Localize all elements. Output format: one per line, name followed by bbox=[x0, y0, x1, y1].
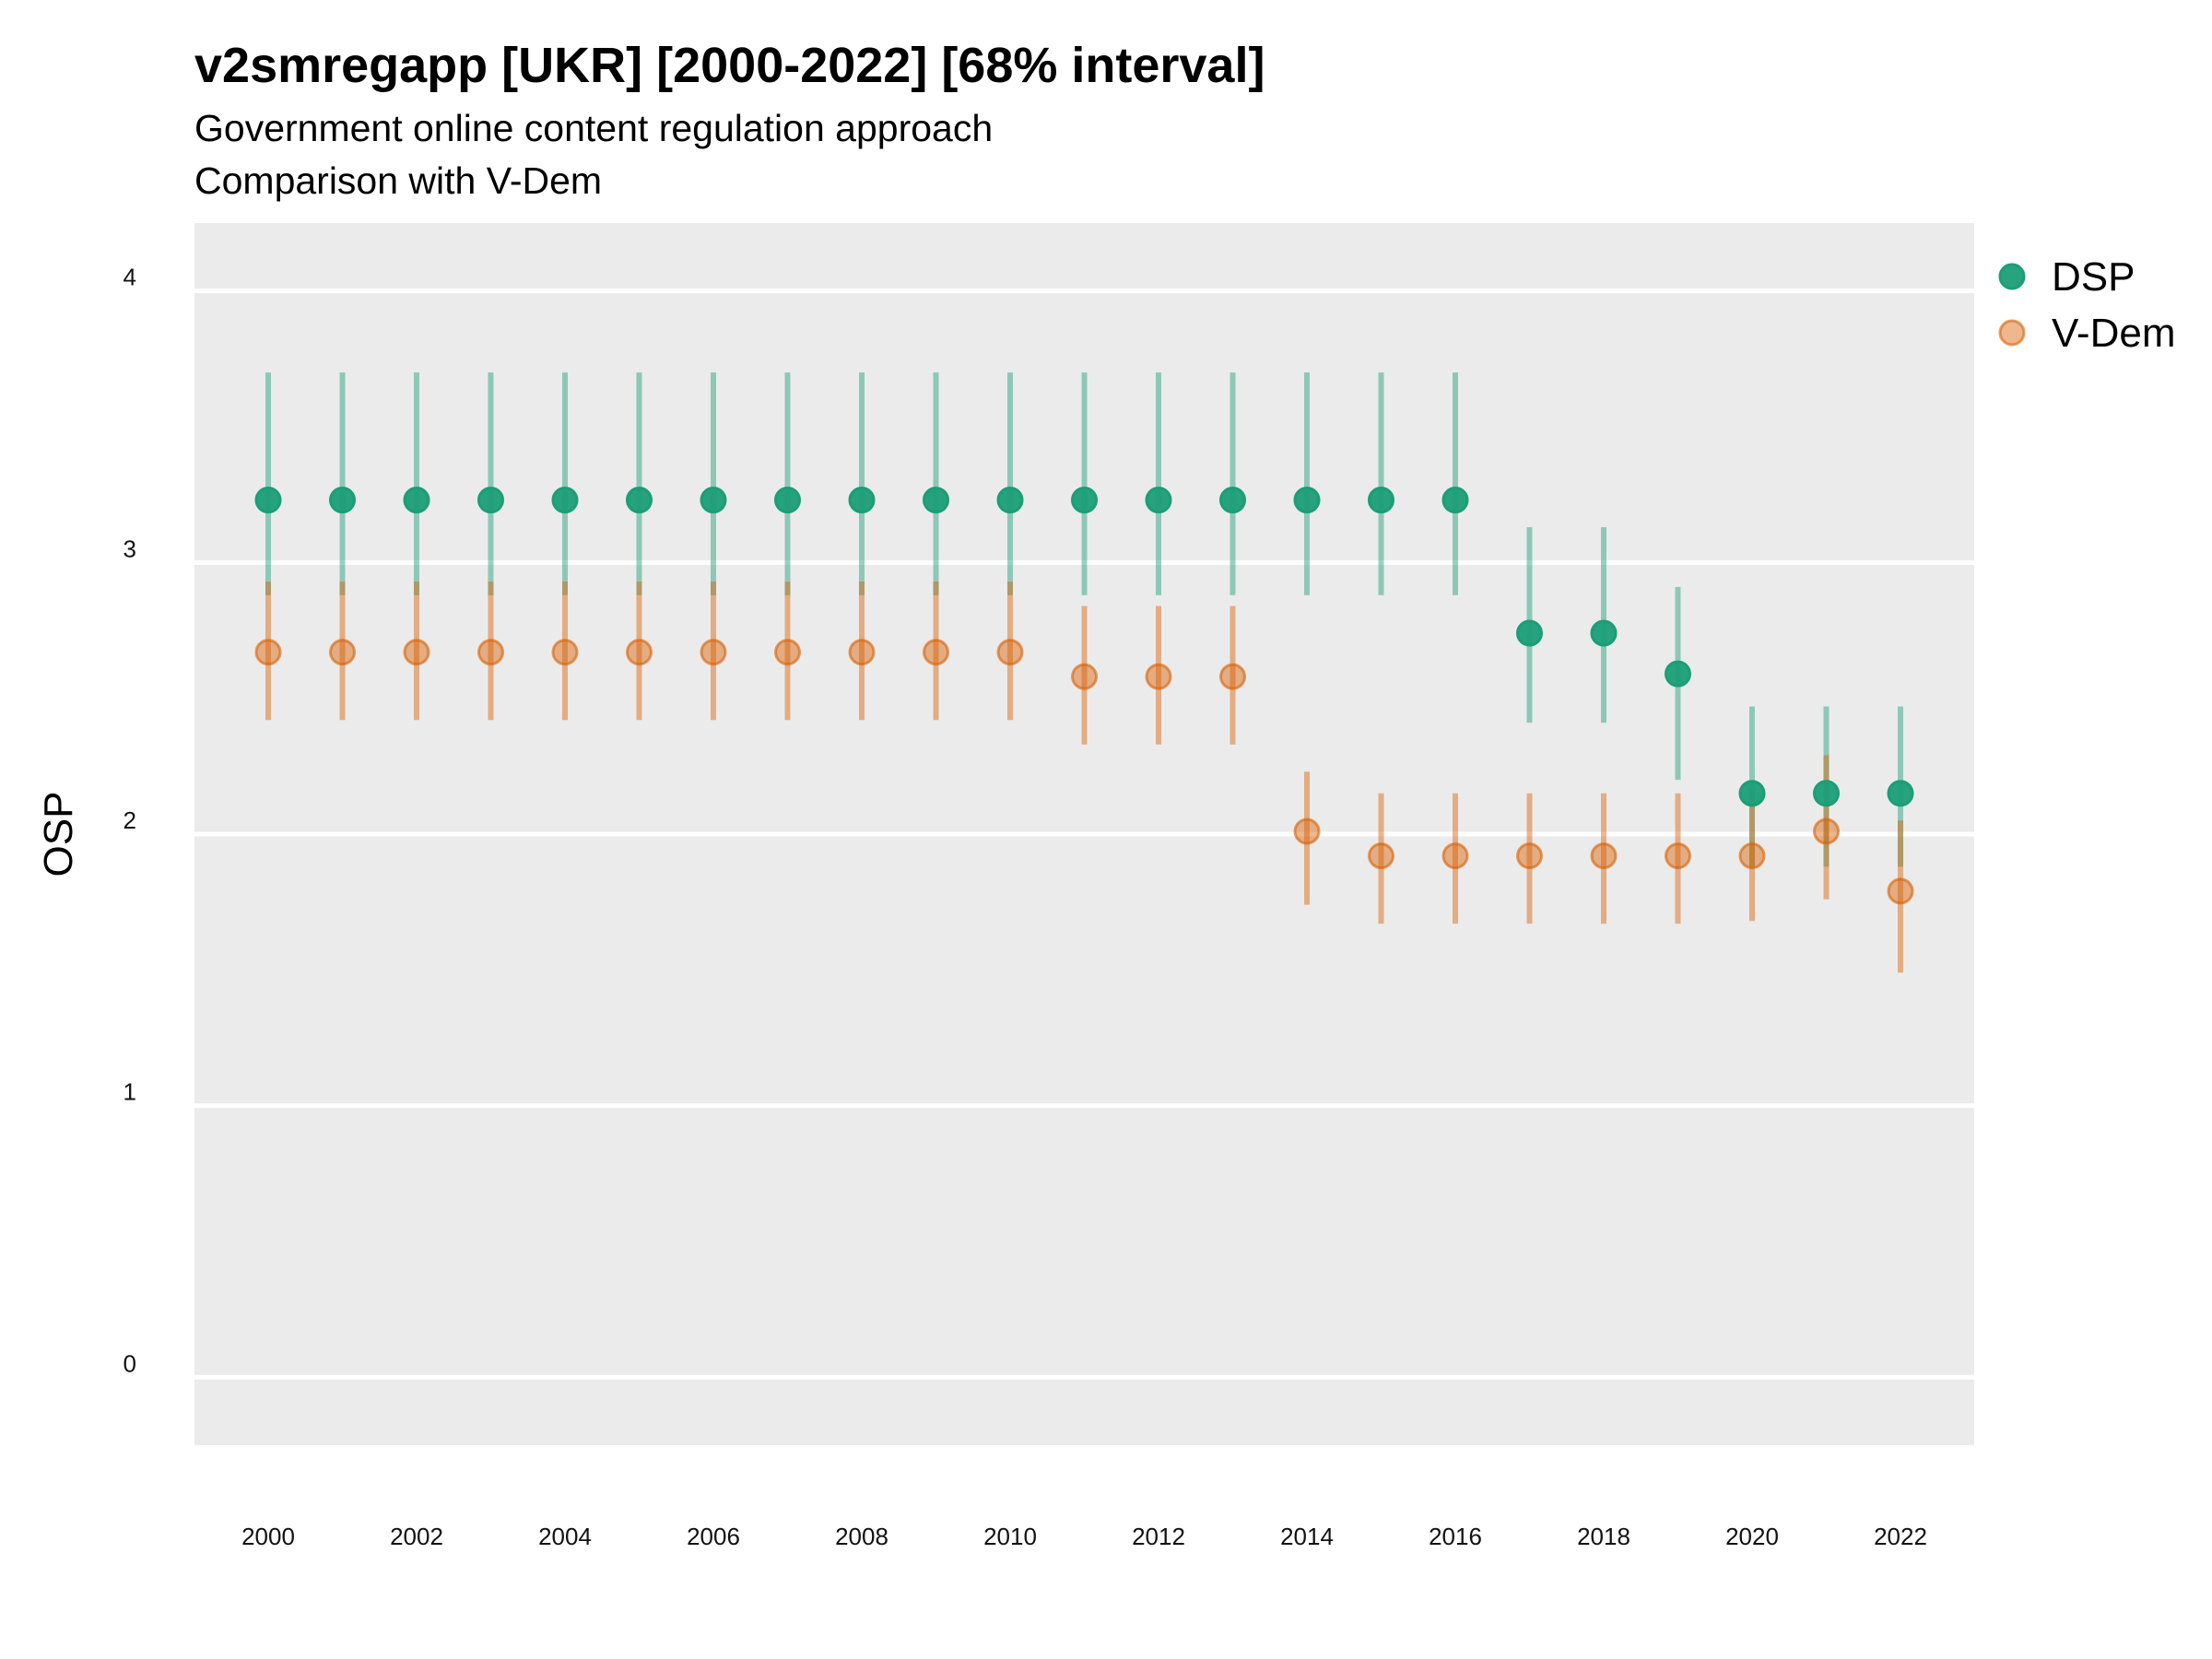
data-point-dsp-2021 bbox=[1813, 780, 1840, 807]
legend-label-dsp: DSP bbox=[2052, 254, 2135, 300]
gridlines bbox=[194, 288, 1974, 1380]
series-dsp-points bbox=[254, 487, 1914, 807]
data-point-dsp-2000 bbox=[254, 487, 282, 514]
y-tick-label-3: 3 bbox=[124, 535, 136, 562]
data-point-v-dem-2016 bbox=[1441, 842, 1469, 870]
data-point-v-dem-2010 bbox=[996, 639, 1024, 666]
y-axis-label: OSP bbox=[36, 792, 81, 877]
data-point-dsp-2016 bbox=[1441, 487, 1469, 514]
data-point-dsp-2011 bbox=[1071, 487, 1098, 514]
data-point-dsp-2012 bbox=[1145, 487, 1172, 514]
data-point-v-dem-2018 bbox=[1590, 842, 1618, 870]
data-point-dsp-2007 bbox=[774, 487, 801, 514]
x-tick-label-2002: 2002 bbox=[390, 1523, 443, 1550]
data-point-dsp-2015 bbox=[1368, 487, 1394, 514]
x-tick-label-2006: 2006 bbox=[687, 1523, 740, 1550]
data-point-dsp-2019 bbox=[1665, 660, 1691, 688]
data-point-dsp-2020 bbox=[1738, 780, 1766, 807]
y-tick-label-2: 2 bbox=[124, 806, 136, 834]
chart-subtitle-2: Comparison with V-Dem bbox=[194, 159, 603, 202]
data-point-dsp-2004 bbox=[551, 487, 579, 514]
x-tick-label-2004: 2004 bbox=[538, 1523, 592, 1550]
data-point-v-dem-2014 bbox=[1293, 818, 1321, 845]
y-tick-label-4: 4 bbox=[124, 264, 136, 291]
data-point-v-dem-2021 bbox=[1813, 818, 1840, 845]
data-point-v-dem-2000 bbox=[254, 639, 282, 666]
data-point-v-dem-2019 bbox=[1665, 842, 1691, 870]
x-tick-label-2018: 2018 bbox=[1577, 1523, 1630, 1550]
data-point-dsp-2017 bbox=[1516, 619, 1543, 647]
x-tick-label-2016: 2016 bbox=[1429, 1523, 1482, 1550]
legend: DSP V-Dem bbox=[1998, 254, 2175, 356]
y-tick-label-1: 1 bbox=[124, 1078, 136, 1106]
data-point-v-dem-2003 bbox=[477, 639, 504, 666]
data-point-dsp-2005 bbox=[626, 487, 653, 514]
data-point-v-dem-2006 bbox=[700, 639, 727, 666]
data-point-dsp-2013 bbox=[1219, 487, 1246, 514]
data-point-v-dem-2017 bbox=[1516, 842, 1543, 870]
series-dsp-intervals bbox=[265, 372, 1903, 867]
x-tick-label-2014: 2014 bbox=[1280, 1523, 1334, 1550]
data-point-dsp-2002 bbox=[403, 487, 430, 514]
data-point-dsp-2010 bbox=[996, 487, 1024, 514]
data-point-v-dem-2011 bbox=[1071, 663, 1098, 690]
data-point-dsp-2008 bbox=[848, 487, 876, 514]
data-point-dsp-2018 bbox=[1590, 619, 1618, 647]
x-tick-label-2022: 2022 bbox=[1874, 1523, 1927, 1550]
data-point-v-dem-2007 bbox=[774, 639, 801, 666]
y-tick-label-0: 0 bbox=[124, 1349, 136, 1377]
series-v-dem-points bbox=[254, 639, 1914, 905]
data-point-dsp-2014 bbox=[1293, 487, 1321, 514]
data-point-dsp-2022 bbox=[1887, 780, 1914, 807]
data-point-dsp-2009 bbox=[923, 487, 949, 514]
data-point-dsp-2006 bbox=[700, 487, 727, 514]
x-tick-label-2008: 2008 bbox=[835, 1523, 888, 1550]
chart-subtitle: Government online content regulation app… bbox=[194, 107, 994, 149]
x-tick-label-2012: 2012 bbox=[1132, 1523, 1185, 1550]
data-point-v-dem-2008 bbox=[848, 639, 876, 666]
data-point-v-dem-2012 bbox=[1145, 663, 1172, 690]
data-point-dsp-2001 bbox=[329, 487, 356, 514]
y-axis-ticks: 0 1 2 3 4 bbox=[124, 264, 136, 1378]
data-point-v-dem-2005 bbox=[626, 639, 653, 666]
data-point-v-dem-2020 bbox=[1738, 842, 1766, 870]
series-v-dem-intervals bbox=[265, 581, 1903, 973]
data-point-v-dem-2013 bbox=[1219, 663, 1246, 690]
data-point-v-dem-2001 bbox=[329, 639, 356, 666]
x-tick-label-2020: 2020 bbox=[1725, 1523, 1779, 1550]
data-point-v-dem-2004 bbox=[551, 639, 579, 666]
x-tick-label-2000: 2000 bbox=[241, 1523, 295, 1550]
data-point-v-dem-2002 bbox=[403, 639, 430, 666]
data-point-v-dem-2022 bbox=[1887, 877, 1914, 905]
data-point-v-dem-2009 bbox=[923, 639, 949, 666]
data-point-v-dem-2015 bbox=[1368, 842, 1394, 870]
chart-title: v2smregapp [UKR] [2000-2022] [68% interv… bbox=[194, 38, 1265, 93]
x-tick-label-2010: 2010 bbox=[983, 1523, 1037, 1550]
legend-marker-dsp bbox=[1998, 263, 2026, 290]
data-series bbox=[254, 372, 1914, 973]
x-axis-ticks: 2000 2002 2004 2006 2008 2010 2012 2014 2016 2018… bbox=[241, 1523, 1927, 1550]
legend-label-v-dem: V-Dem bbox=[2052, 311, 2175, 356]
legend-marker-v-dem bbox=[1998, 319, 2026, 347]
data-point-dsp-2003 bbox=[477, 487, 504, 514]
